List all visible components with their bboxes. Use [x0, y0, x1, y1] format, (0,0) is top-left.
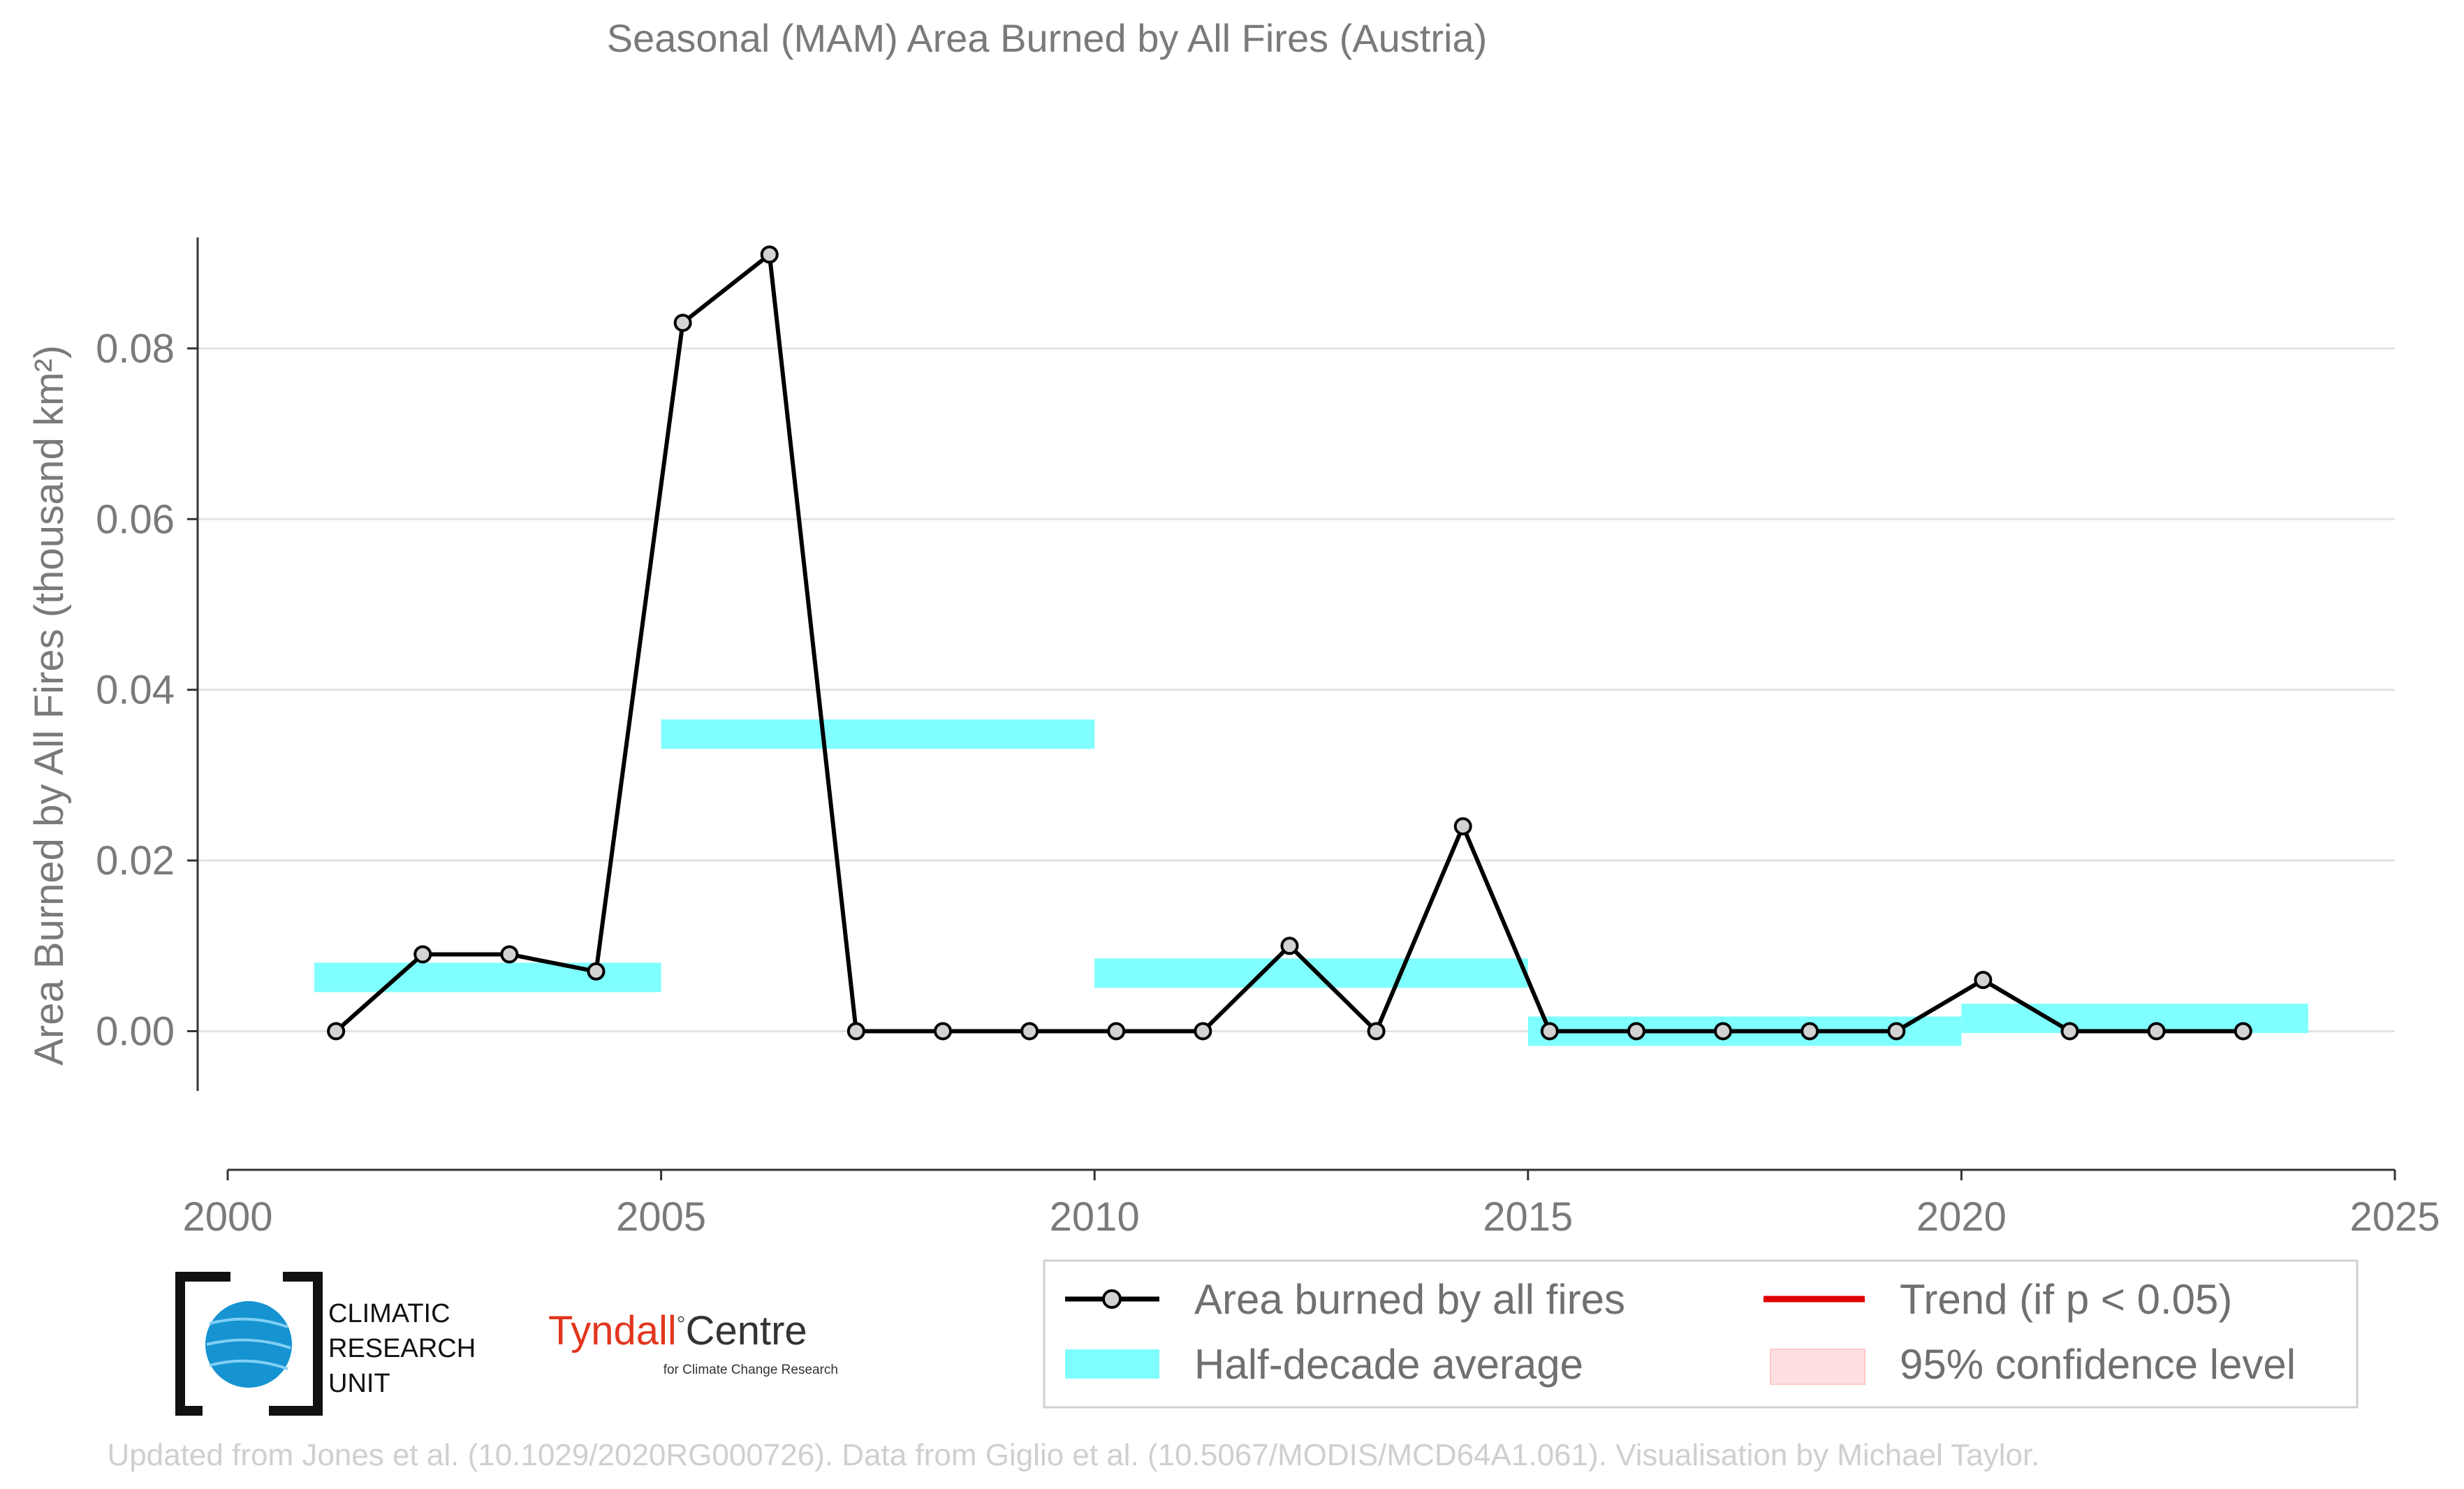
tyndall-logo: Tyndall°Centre for Climate Change Resear…: [548, 1308, 838, 1377]
credit-line: Updated from Jones et al. (10.1029/2020R…: [108, 1438, 2040, 1472]
data-point: [1020, 1022, 1039, 1041]
data-point: [2234, 1022, 2252, 1041]
data-point: [1714, 1022, 1733, 1041]
x-tick-label: 2025: [2349, 1194, 2440, 1240]
data-point: [1887, 1022, 1906, 1041]
y-ticks: 0.00 0.02 0.04 0.06 0.08: [96, 326, 198, 1054]
x-tick-label: 2000: [182, 1194, 272, 1240]
y-tick-label: 0.02: [96, 838, 175, 883]
tyndall-centre: Centre: [686, 1308, 807, 1354]
series-area-burned: [327, 245, 2252, 1041]
y-tick-label: 0.00: [96, 1008, 175, 1054]
half-decade-bar: [1961, 1004, 2308, 1034]
cru-logo-line3: UNIT: [328, 1369, 390, 1398]
data-point: [1801, 1022, 1819, 1041]
half-decade-bar: [314, 962, 661, 992]
tyndall-word: Tyndall: [548, 1308, 677, 1354]
data-point: [1367, 1022, 1386, 1041]
cru-logo-line2: RESEARCH: [328, 1334, 476, 1363]
data-point: [2060, 1022, 2079, 1041]
x-tick-label: 2010: [1050, 1194, 1140, 1240]
tyndall-degree: °: [677, 1312, 686, 1337]
data-point: [413, 945, 432, 964]
cru-logo-line1: CLIMATIC: [328, 1299, 450, 1328]
data-point: [587, 962, 606, 981]
x-tick-label: 2005: [616, 1194, 706, 1240]
y-tick-label: 0.04: [96, 668, 175, 713]
half-decade-bar: [1094, 958, 1528, 988]
tyndall-sub: for Climate Change Research: [663, 1363, 838, 1377]
y-tick-label: 0.08: [96, 326, 175, 372]
data-point: [1974, 971, 1993, 990]
cru-logo: CLIMATIC RESEARCH UNIT: [175, 1272, 476, 1416]
chart-title: Seasonal (MAM) Area Burned by All Fires …: [607, 16, 1487, 60]
axes: [196, 237, 2395, 1171]
data-point: [1627, 1022, 1645, 1041]
data-point: [1453, 817, 1472, 836]
data-point: [1194, 1022, 1212, 1041]
gridlines: [198, 347, 2395, 1032]
svg-text:Tyndall°Centre: Tyndall°Centre: [548, 1308, 807, 1354]
data-point: [1280, 937, 1299, 955]
data-point: [1107, 1022, 1126, 1041]
legend-label-trend: Trend (if p < 0.05): [1900, 1276, 2232, 1323]
y-tick-label: 0.06: [96, 497, 175, 542]
legend-band-half-decade: [1065, 1349, 1159, 1379]
data-point: [1540, 1022, 1559, 1041]
x-tick-label: 2020: [1916, 1194, 2007, 1240]
data-point: [327, 1022, 346, 1041]
legend-label-area-burned: Area burned by all fires: [1194, 1276, 1625, 1323]
series-line: [335, 252, 2243, 1034]
y-axis-title: Area Burned by All Fires (thousand km²): [27, 345, 72, 1066]
half-decade-bar: [661, 719, 1095, 749]
x-ticks: 2000 2005 2010 2015 2020 2025: [182, 1170, 2440, 1240]
data-point: [500, 945, 519, 964]
data-point: [760, 245, 779, 264]
legend-patch-confidence: [1770, 1349, 1865, 1385]
legend-label-half-decade: Half-decade average: [1194, 1341, 1583, 1388]
data-point: [846, 1022, 865, 1041]
data-point: [673, 314, 692, 332]
data-point: [933, 1022, 952, 1041]
legend-marker-area-burned: [1102, 1289, 1122, 1309]
legend-box: [1043, 1259, 2359, 1409]
legend-label-confidence: 95% confidence level: [1900, 1341, 2296, 1388]
legend: Area burned by all fires Trend (if p < 0…: [1043, 1259, 2359, 1409]
x-tick-label: 2015: [1483, 1194, 1573, 1240]
data-point: [2147, 1022, 2166, 1041]
